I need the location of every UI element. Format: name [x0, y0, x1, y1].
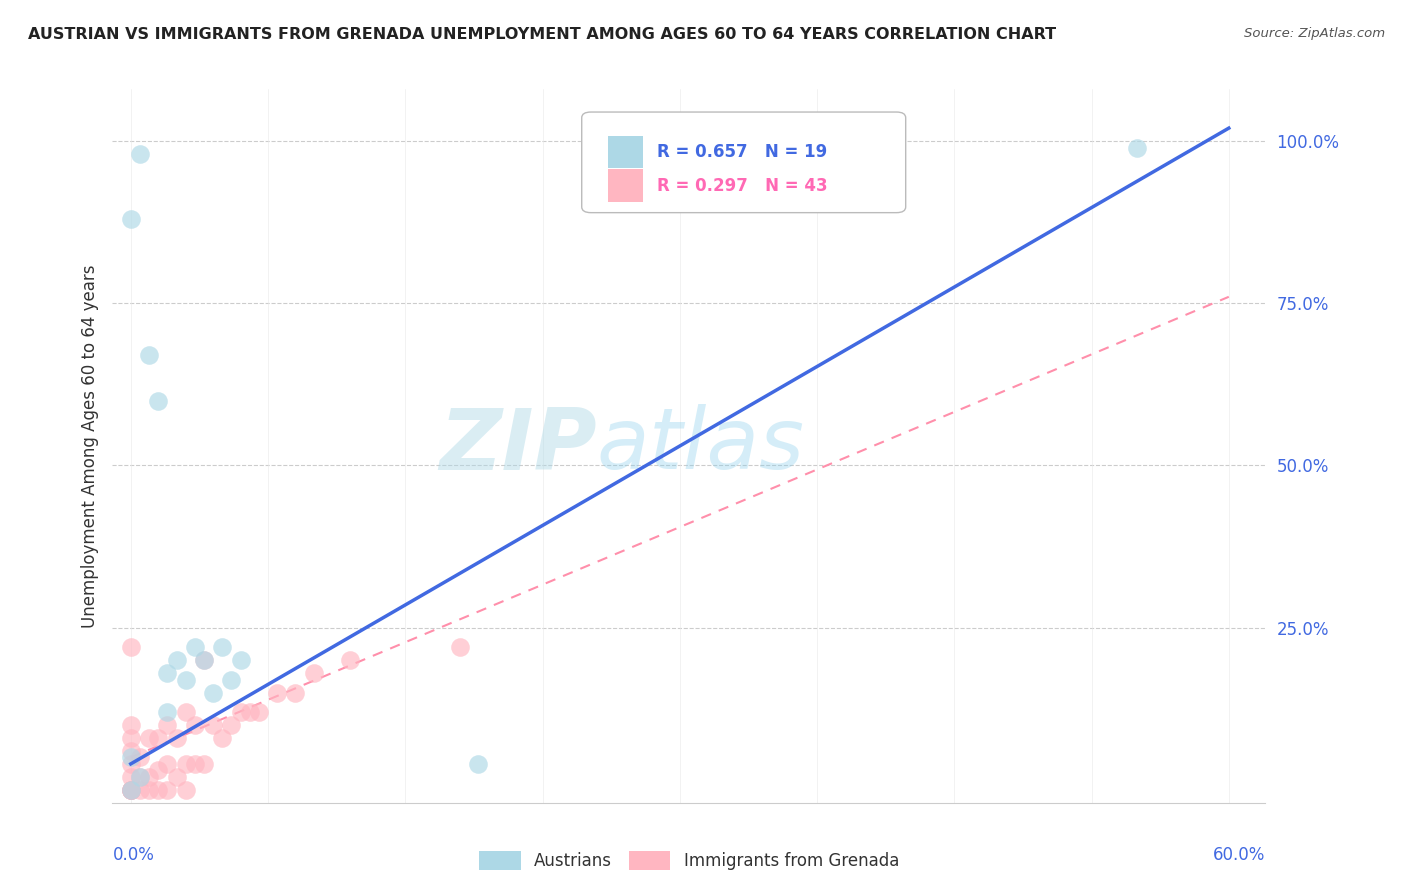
Point — [449, 640, 471, 654]
Point — [1126, 140, 1149, 154]
Point — [120, 782, 142, 797]
Point — [247, 705, 270, 719]
Point — [138, 782, 160, 797]
Point — [166, 653, 188, 667]
Bar — [609, 136, 643, 168]
Text: 0.0%: 0.0% — [112, 846, 155, 863]
Point — [174, 756, 197, 771]
Point — [120, 782, 142, 797]
Point — [239, 705, 262, 719]
Bar — [609, 169, 643, 202]
Point — [120, 782, 142, 797]
Text: AUSTRIAN VS IMMIGRANTS FROM GRENADA UNEMPLOYMENT AMONG AGES 60 TO 64 YEARS CORRE: AUSTRIAN VS IMMIGRANTS FROM GRENADA UNEM… — [28, 27, 1056, 42]
Point — [229, 653, 252, 667]
Point — [129, 147, 152, 161]
Legend: Austrians, Immigrants from Grenada: Austrians, Immigrants from Grenada — [472, 844, 905, 877]
Point — [166, 731, 188, 745]
Point — [166, 770, 188, 784]
Text: R = 0.297   N = 43: R = 0.297 N = 43 — [657, 177, 827, 194]
Point — [174, 705, 197, 719]
Y-axis label: Unemployment Among Ages 60 to 64 years: Unemployment Among Ages 60 to 64 years — [80, 264, 98, 628]
Text: atlas: atlas — [596, 404, 804, 488]
Point — [193, 653, 215, 667]
FancyBboxPatch shape — [582, 112, 905, 212]
Point — [120, 744, 142, 758]
Point — [120, 211, 142, 226]
Point — [467, 756, 489, 771]
Point — [266, 685, 288, 699]
Point — [156, 718, 179, 732]
Point — [156, 756, 179, 771]
Point — [156, 666, 179, 681]
Point — [174, 782, 197, 797]
Point — [221, 718, 243, 732]
Point — [148, 782, 170, 797]
Point — [129, 770, 152, 784]
Point — [221, 673, 243, 687]
Text: Source: ZipAtlas.com: Source: ZipAtlas.com — [1244, 27, 1385, 40]
Point — [229, 705, 252, 719]
Point — [138, 731, 160, 745]
Point — [184, 756, 207, 771]
Point — [174, 673, 197, 687]
Point — [202, 685, 225, 699]
Point — [211, 731, 233, 745]
Point — [120, 756, 142, 771]
Point — [156, 705, 179, 719]
Point — [148, 393, 170, 408]
Point — [156, 782, 179, 797]
Point — [120, 640, 142, 654]
Point — [129, 750, 152, 764]
Point — [120, 718, 142, 732]
Point — [120, 782, 142, 797]
Point — [211, 640, 233, 654]
Point — [138, 348, 160, 362]
Point — [184, 640, 207, 654]
Point — [120, 782, 142, 797]
Point — [339, 653, 361, 667]
Point — [120, 750, 142, 764]
Point — [302, 666, 325, 681]
Point — [138, 770, 160, 784]
Text: 60.0%: 60.0% — [1213, 846, 1265, 863]
Point — [202, 718, 225, 732]
Point — [148, 764, 170, 778]
Text: R = 0.657   N = 19: R = 0.657 N = 19 — [657, 143, 827, 161]
Point — [120, 782, 142, 797]
Point — [184, 718, 207, 732]
Point — [193, 756, 215, 771]
Point — [120, 770, 142, 784]
Point — [148, 731, 170, 745]
Point — [193, 653, 215, 667]
Point — [129, 770, 152, 784]
Point — [284, 685, 307, 699]
Point — [129, 782, 152, 797]
Text: ZIP: ZIP — [439, 404, 596, 488]
Point — [120, 731, 142, 745]
